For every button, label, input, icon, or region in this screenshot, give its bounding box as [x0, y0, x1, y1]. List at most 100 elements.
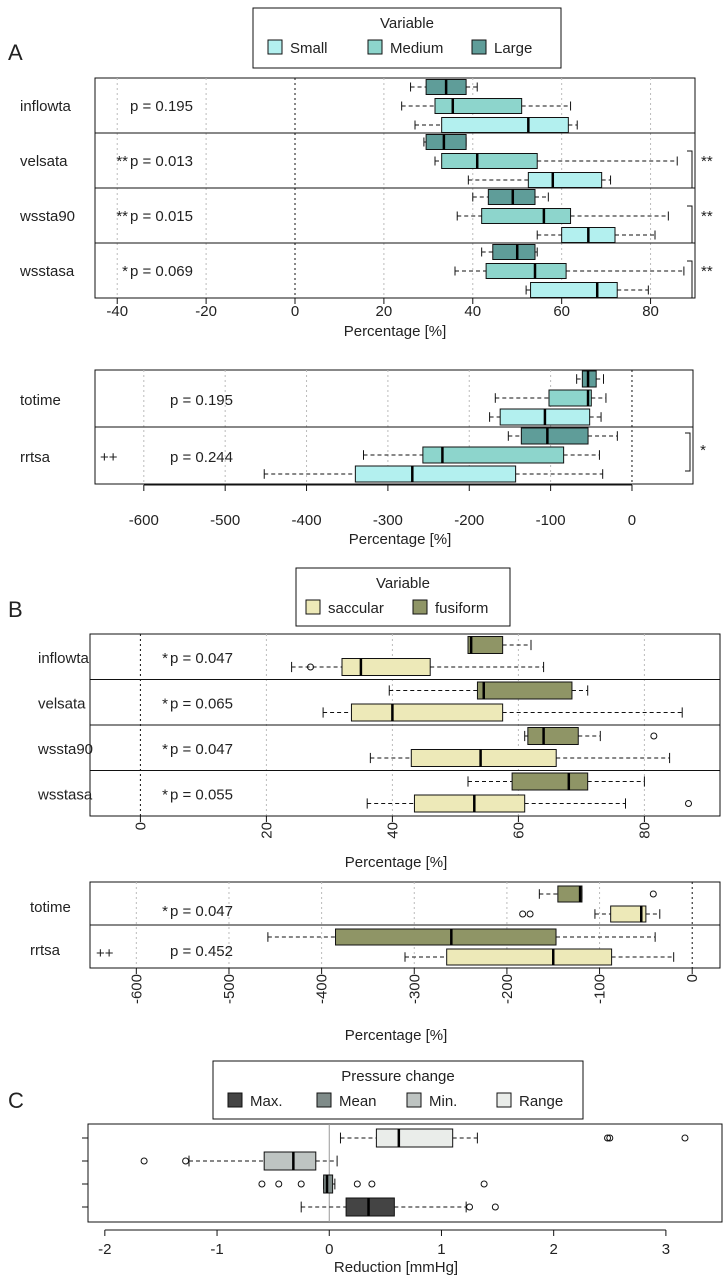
box-max [300, 1197, 499, 1217]
outlier-point [140, 1157, 148, 1165]
x-tick-label: 40 [464, 303, 481, 320]
row-label-inflowta: inflowta [38, 650, 90, 667]
legend-box [295, 567, 511, 627]
p-value-label: p = 0.452 [170, 943, 233, 960]
row-label-totime: totime [30, 899, 71, 916]
outlier-point [275, 1180, 283, 1188]
row-label-rrtsa: rrtsa [20, 449, 51, 466]
box [410, 749, 557, 767]
box-wsstasa-medium [454, 263, 685, 279]
x-axis-title: Percentage [%] [344, 323, 447, 340]
significance-bracket [687, 150, 693, 189]
box-totime-large [576, 370, 605, 388]
outlier-point [368, 1180, 376, 1188]
outlier-point [649, 890, 657, 898]
box [511, 772, 589, 791]
legend-title: Variable [380, 15, 434, 32]
box-totime-saccular [519, 905, 661, 923]
box [354, 465, 517, 483]
row-label-rrtsa: rrtsa [30, 942, 61, 959]
box [345, 1197, 395, 1217]
x-tick-label: -300 [406, 974, 423, 1004]
row-mark: ++ [96, 945, 114, 962]
legend-swatch-medium [367, 39, 383, 55]
legend-swatch-large [471, 39, 487, 55]
x-tick-label: 0 [325, 1241, 333, 1258]
box-inflowta-saccular [291, 658, 545, 676]
box [375, 1128, 454, 1148]
x-tick-label: -500 [210, 512, 240, 529]
legend-swatch-saccular [305, 599, 321, 615]
legend-label-saccular: saccular [328, 600, 384, 617]
row-mark: * [162, 650, 168, 667]
outlier-point [606, 1134, 614, 1142]
outlier-point [650, 732, 658, 740]
box-inflowta-fusiform [467, 636, 532, 654]
box [527, 172, 603, 188]
row-label-inflowta: inflowta [20, 98, 72, 115]
x-tick-label: 60 [510, 822, 527, 839]
box-wsstasa-large [481, 244, 538, 260]
p-value-label: p = 0.195 [170, 392, 233, 409]
p-value-label: p = 0.047 [170, 903, 233, 920]
box [492, 244, 536, 260]
x-axis-title: Percentage [%] [345, 854, 448, 871]
panel-c-frame [87, 1123, 723, 1223]
outlier-point [258, 1180, 266, 1188]
box-wssta90-medium [456, 208, 669, 224]
box [263, 1151, 317, 1171]
p-value-label: p = 0.015 [130, 208, 193, 225]
box-rrtsa-medium [362, 446, 600, 464]
box [441, 117, 569, 133]
x-tick-label: -400 [292, 512, 322, 529]
box-inflowta-small [414, 117, 578, 133]
box [530, 282, 618, 298]
box-rrtsa-saccular [404, 948, 675, 966]
box [557, 885, 583, 903]
x-axis-title: Reduction [mmHg] [334, 1259, 458, 1276]
p-value-label: p = 0.065 [170, 696, 233, 713]
x-tick-label: 20 [258, 822, 275, 839]
row-mark: * [162, 741, 168, 758]
outlier-point [297, 1180, 305, 1188]
box-velsata-medium [434, 153, 678, 169]
box [441, 153, 538, 169]
box-velsata-saccular [322, 703, 683, 722]
box-wssta90-large [472, 189, 549, 205]
x-tick-label: -600 [129, 512, 159, 529]
x-tick-label: 0 [684, 974, 701, 982]
x-tick-label: 80 [642, 303, 659, 320]
significance-mark: ** [701, 153, 713, 170]
p-value-label: p = 0.195 [130, 98, 193, 115]
box [520, 427, 589, 445]
x-tick-label: 2 [550, 1241, 558, 1258]
x-tick-label: 1 [437, 1241, 445, 1258]
x-tick-label: 3 [662, 1241, 670, 1258]
box-totime-small [489, 408, 602, 426]
box-totime-fusiform [538, 885, 657, 903]
x-tick-label: -100 [536, 512, 566, 529]
p-value-label: p = 0.244 [170, 449, 233, 466]
box-wsstasa-small [525, 282, 649, 298]
row-label-velsata: velsata [38, 696, 86, 713]
box-rrtsa-fusiform [267, 928, 656, 946]
box [446, 948, 613, 966]
row-label-wsstasa: wsstasa [19, 263, 75, 280]
legend-label-mean: Mean [339, 1093, 377, 1110]
significance-bracket [687, 205, 693, 244]
x-tick-label: -600 [128, 974, 145, 1004]
x-tick-label: -1 [210, 1241, 223, 1258]
box-wssta90-fusiform [524, 727, 658, 745]
outlier-point [353, 1180, 361, 1188]
box-inflowta-large [410, 79, 478, 95]
significance-mark: ** [701, 208, 713, 225]
box [434, 98, 523, 114]
box [335, 928, 557, 946]
legend-swatch-small [267, 39, 283, 55]
outlier-point [480, 1180, 488, 1188]
x-tick-label: 40 [384, 822, 401, 839]
x-tick-label: 80 [636, 822, 653, 839]
outlier-point [182, 1157, 190, 1165]
significance-mark: * [700, 442, 706, 459]
box [341, 658, 431, 676]
